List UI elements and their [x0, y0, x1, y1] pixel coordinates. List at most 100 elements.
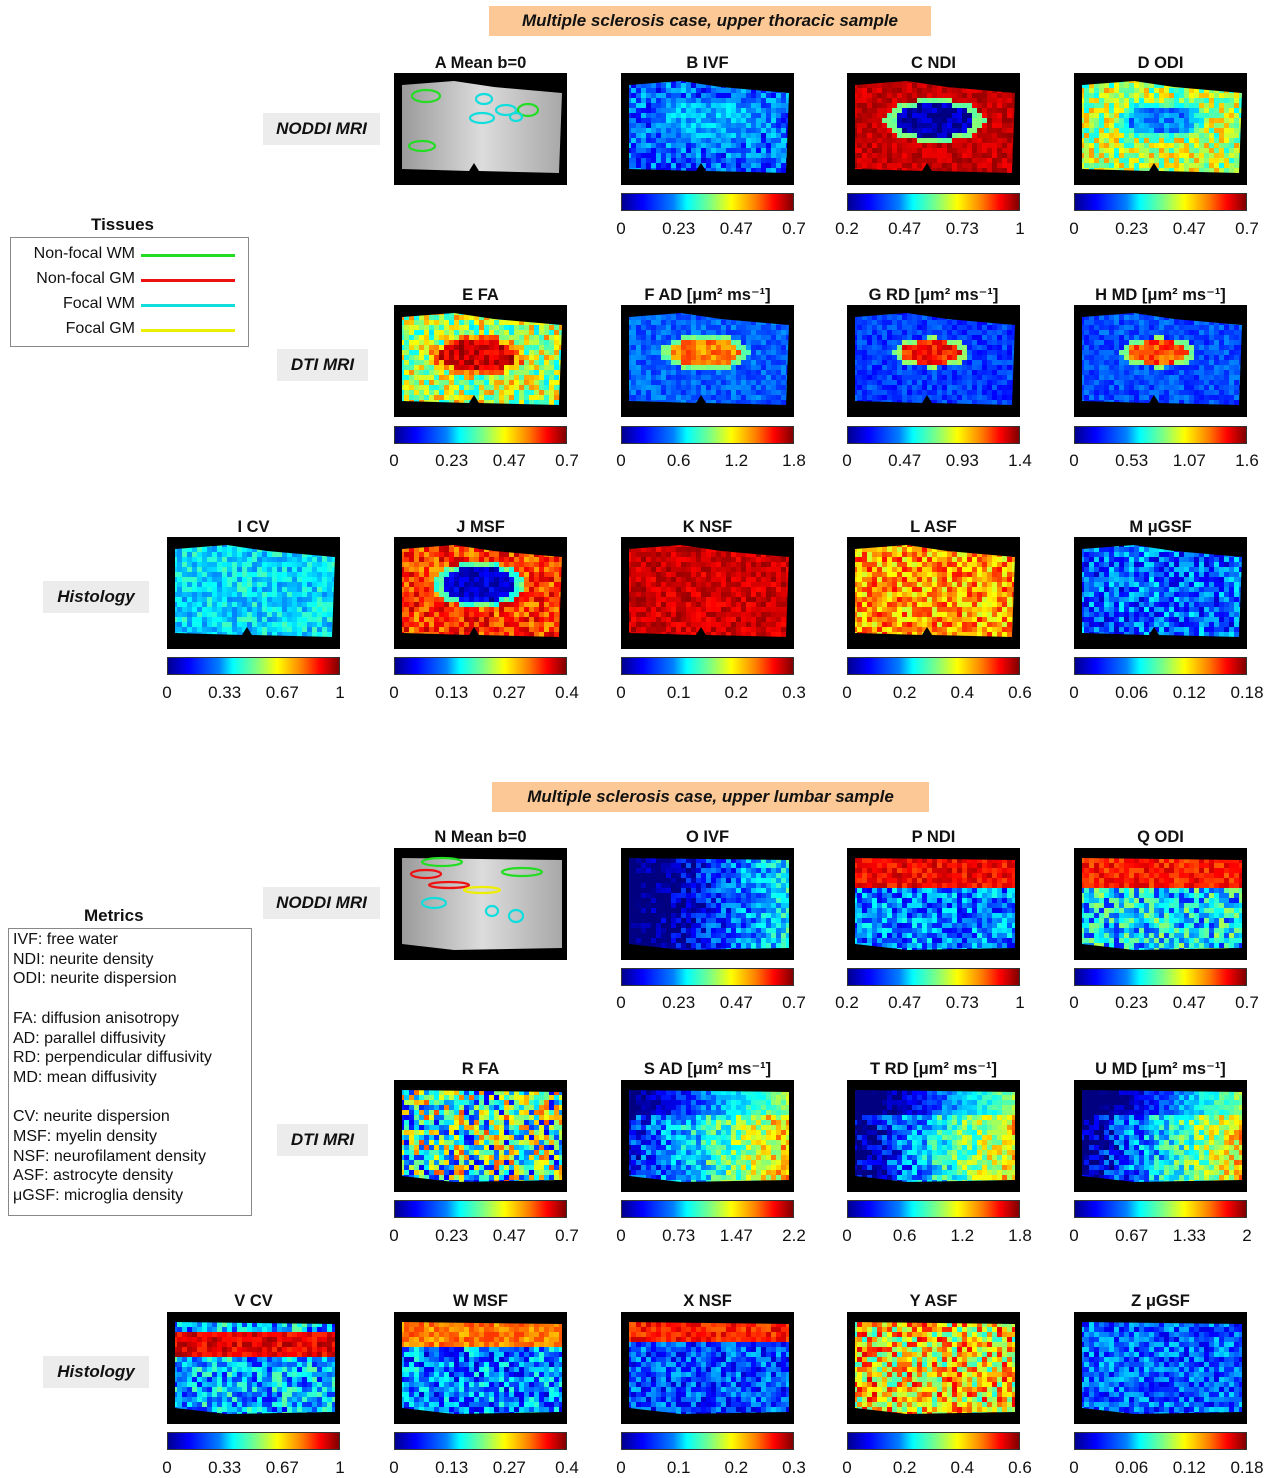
- panel-title: H MD [μm² ms⁻¹]: [1074, 285, 1247, 305]
- tick-label: 0.23: [662, 219, 695, 239]
- tissue-swatch: [141, 279, 235, 282]
- panel-title: C NDI: [847, 53, 1020, 73]
- tick-label: 0.23: [662, 993, 695, 1013]
- colorbar: [167, 657, 340, 675]
- row-label-dti: DTI MRI: [277, 349, 368, 381]
- colorbar: [394, 1200, 567, 1218]
- row-label-histology: Histology: [43, 1356, 149, 1388]
- tick-label: 0.67: [1115, 1226, 1148, 1246]
- tick-label: 0.73: [946, 993, 979, 1013]
- tick-label: 0: [162, 683, 171, 703]
- tick-label: 0.27: [493, 1458, 526, 1478]
- tick-label: 0: [389, 683, 398, 703]
- heatmap-image: [394, 1080, 567, 1192]
- tick-label: 0.47: [888, 219, 921, 239]
- heatmap-image: [847, 73, 1020, 185]
- heatmap-image: [621, 848, 794, 960]
- colorbar: [394, 657, 567, 675]
- tick-label: 0: [1069, 993, 1078, 1013]
- colorbar: [621, 1200, 794, 1218]
- tick-label: 0: [389, 1458, 398, 1478]
- tick-label: 1.07: [1173, 451, 1206, 471]
- colorbar: [1074, 657, 1247, 675]
- tick-label: 0.67: [266, 683, 299, 703]
- panel-title: N Mean b=0: [394, 827, 567, 847]
- panel-title: B IVF: [621, 53, 794, 73]
- heatmap-image: [847, 1312, 1020, 1424]
- tick-label: 0: [389, 451, 398, 471]
- heatmap-image: [1074, 73, 1247, 185]
- tick-label: 0.47: [888, 993, 921, 1013]
- heatmap-image: [847, 537, 1020, 649]
- colorbar: [1074, 968, 1247, 986]
- tick-label: 0.3: [782, 683, 806, 703]
- tick-label: 0: [842, 683, 851, 703]
- tick-label: 0.2: [835, 993, 859, 1013]
- panel-title: X NSF: [621, 1291, 794, 1311]
- tick-label: 0.7: [555, 451, 579, 471]
- tick-label: 0.47: [888, 451, 921, 471]
- tick-label: 0.2: [725, 1458, 749, 1478]
- tissue-label: Focal GM: [10, 320, 135, 338]
- tick-label: 0.47: [1173, 219, 1206, 239]
- panel-title: K NSF: [621, 517, 794, 537]
- tissue-label: Focal WM: [10, 295, 135, 313]
- tick-label: 0: [616, 683, 625, 703]
- tissue-label: Non-focal WM: [10, 245, 135, 263]
- tick-label: 0.7: [1235, 993, 1259, 1013]
- tissue-swatch: [141, 254, 235, 257]
- tick-label: 0.12: [1173, 1458, 1206, 1478]
- tick-label: 0.12: [1173, 683, 1206, 703]
- tick-label: 0.23: [1115, 993, 1148, 1013]
- tick-label: 0.4: [951, 1458, 975, 1478]
- tick-label: 0: [842, 1226, 851, 1246]
- tick-label: 0.6: [667, 451, 691, 471]
- tick-label: 1.2: [951, 1226, 975, 1246]
- tick-label: 1.47: [720, 1226, 753, 1246]
- colorbar: [621, 968, 794, 986]
- colorbar: [621, 193, 794, 211]
- row-label-noddi: NODDI MRI: [263, 887, 380, 919]
- tick-label: 0.2: [725, 683, 749, 703]
- tick-label: 0.73: [946, 219, 979, 239]
- colorbar: [621, 1432, 794, 1450]
- colorbar: [167, 1432, 340, 1450]
- metric-line: FA: diffusion anisotropy: [13, 1010, 179, 1028]
- heatmap-image: [1074, 1080, 1247, 1192]
- metric-line: NSF: neurofilament density: [13, 1148, 206, 1166]
- heatmap-image: [621, 1080, 794, 1192]
- panel-title: I CV: [167, 517, 340, 537]
- heatmap-image: [1074, 537, 1247, 649]
- metric-line: MSF: myelin density: [13, 1128, 157, 1146]
- tick-label: 0: [842, 451, 851, 471]
- panel-title: E FA: [394, 285, 567, 305]
- tick-label: 0.73: [662, 1226, 695, 1246]
- colorbar: [621, 426, 794, 444]
- tick-label: 0.7: [555, 1226, 579, 1246]
- row-label-noddi: NODDI MRI: [263, 113, 380, 145]
- tick-label: 0: [1069, 451, 1078, 471]
- tick-label: 0.13: [435, 1458, 468, 1478]
- tick-label: 1.2: [725, 451, 749, 471]
- colorbar: [1074, 193, 1247, 211]
- heatmap-image: [167, 1312, 340, 1424]
- panel-title: M μGSF: [1074, 517, 1247, 537]
- tick-label: 1.8: [782, 451, 806, 471]
- tick-label: 0.7: [782, 219, 806, 239]
- heatmap-image: [394, 537, 567, 649]
- heatmap-image: [847, 305, 1020, 417]
- metrics-legend-title: Metrics: [84, 906, 144, 926]
- tick-label: 1: [335, 683, 344, 703]
- tick-label: 0.6: [1008, 683, 1032, 703]
- metric-line: ASF: astrocyte density: [13, 1167, 173, 1185]
- tick-label: 0.06: [1115, 1458, 1148, 1478]
